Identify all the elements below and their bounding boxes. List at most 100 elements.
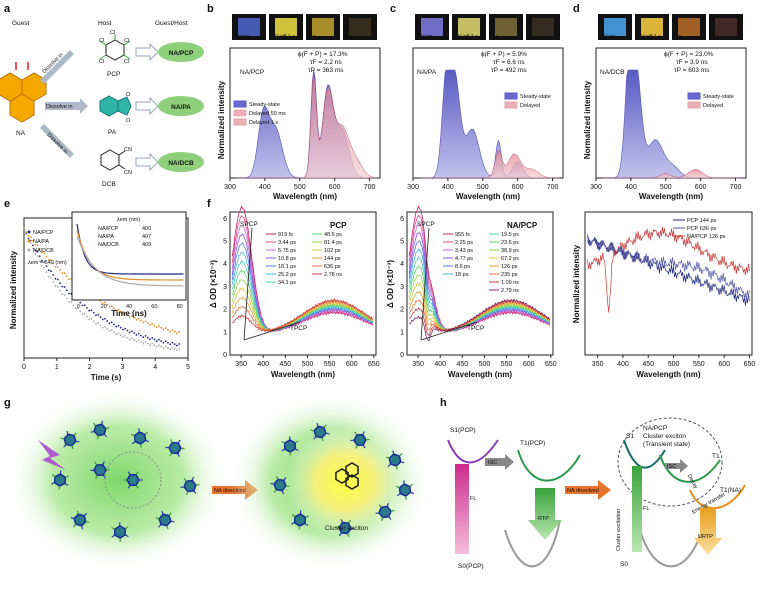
legend-marker-e2 — [27, 248, 31, 252]
t-label-panel-f-mid: TPCP — [467, 325, 484, 332]
na-pcp-molecule-icon-6-bond1 — [346, 533, 350, 537]
sample-label-d: NA/DCB — [600, 69, 625, 76]
panel-e: 0 1 2 3 4 5 Time (s) Normalized intensity NA/PCP… — [9, 211, 190, 382]
decay-point-e0-52 — [140, 334, 142, 337]
decay-point-e2-18 — [63, 294, 66, 296]
decay-point-e2-4 — [32, 247, 34, 250]
na-pcp-molecule-icon-3-bond2 — [387, 463, 392, 467]
xtick-label-b0: 300 — [224, 184, 236, 191]
ta-curve-panel-f-mid-6 — [408, 256, 551, 332]
plot-frame-panel-f-mid — [406, 211, 554, 356]
decay-point-e2-19 — [65, 297, 68, 300]
decay-point-e0-66 — [171, 341, 174, 344]
pcp-molecule-icon-8-bond0 — [124, 534, 129, 538]
pcp-molecule-icon-10-bond4 — [102, 461, 105, 465]
xtick-label-panel-f-left3: 500 — [302, 361, 314, 368]
isc-label: ISC — [488, 460, 497, 466]
legend-label-panel-f-lefta4: 18.1 ps — [278, 264, 296, 270]
decay-point-e2-58 — [153, 344, 156, 347]
pcp-molecule-icon-10 — [93, 463, 107, 477]
ytick-label-panel-f-mid1: 1 — [400, 329, 404, 336]
xtick-label-fr4: 550 — [693, 361, 705, 368]
pcp-molecule-icon-0-bond2 — [63, 444, 67, 448]
decay-point-e1-53 — [142, 321, 145, 324]
decay-point-e0-9 — [43, 261, 46, 263]
pcp-molecule-icon-9 — [158, 513, 172, 527]
phi-label-d: ϕ(F + P) = 23.0% — [664, 51, 714, 58]
legend-label-panel-f-leftb3: 144 ps — [324, 256, 341, 262]
ta-curve-panel-f-mid-5 — [408, 248, 551, 332]
plot-frame-panel-f-left — [229, 211, 377, 356]
na-pcp-molecule-icon-5-bond2 — [291, 522, 295, 525]
legend-label-panel-f-lefta3: 10.8 ps — [278, 256, 296, 262]
decay-point-e1-36 — [104, 301, 106, 304]
decay-point-e2-28 — [86, 315, 88, 318]
na-molecule-icon — [0, 62, 47, 123]
isc-right-arrow-icon — [665, 459, 688, 473]
ytick-label-panel-f-mid0: 0 — [400, 352, 404, 359]
xtick-label-e5: 5 — [186, 364, 190, 371]
norm-curve-fr0 — [587, 234, 750, 306]
decay-point-e2-63 — [164, 345, 167, 348]
decay-point-e1-46 — [126, 314, 129, 316]
ytick-label-panel-f-mid3: 3 — [400, 284, 404, 291]
inset-frame-e — [71, 211, 187, 301]
panel-letter-g: g — [4, 397, 11, 409]
photo-sample-d2 — [678, 18, 700, 36]
na-pcp-molecule-icon-1-bond5 — [323, 424, 327, 428]
decay-point-e1-13 — [52, 262, 55, 265]
legend-label-panel-f-leftb2: 102 ps — [324, 248, 341, 254]
panel-f-na-pcp: 350 400 450 500 550 600 650 0 1 2 3 4 5 6 Wavelength (… — [386, 205, 557, 379]
legend-label-panel-f-lefta1: 3.44 ps — [278, 240, 296, 246]
pcp-cl2: Cl — [124, 38, 129, 44]
legend-label-panel-f-lefta5: 25.2 ps — [278, 272, 296, 278]
inset-row-name-e0: NA/PCP — [98, 226, 119, 232]
fl-right-label: FL — [643, 506, 649, 512]
ta-curve-panel-f-left-4 — [231, 242, 374, 333]
panel-letter-f: f — [207, 198, 211, 210]
decay-point-e0-48 — [131, 330, 133, 333]
pcp-molecule-icon-10-bond1 — [95, 475, 98, 479]
dcb-molecule-icon — [100, 149, 126, 171]
legend-swatch-d1 — [687, 101, 701, 109]
decay-point-e2-42 — [117, 332, 120, 335]
na-pcp-molecule-icon-8-bond5 — [409, 483, 414, 487]
legend-label-panel-f-midb4: 126 ps — [501, 264, 518, 270]
xtick-label-b3: 600 — [329, 184, 341, 191]
inset-tick-e1: 20 — [101, 304, 107, 310]
ta-curve-panel-f-left-0 — [231, 205, 374, 333]
box-title: NA/PCP — [643, 425, 667, 432]
decay-point-e2-55 — [146, 342, 149, 345]
decay-point-e0-67 — [173, 343, 176, 346]
decay-point-e1-2 — [27, 235, 30, 237]
decay-point-e2-69 — [178, 347, 181, 350]
product-dcb-label: NA/DCB — [168, 160, 194, 167]
decay-point-e0-7 — [38, 255, 41, 258]
legend-label-panel-f-mida2: 3.43 ps — [455, 248, 473, 254]
decay-point-e1-40 — [113, 307, 115, 310]
decay-point-e0-6 — [36, 250, 39, 253]
decay-point-e2-32 — [95, 322, 97, 325]
decay-point-e1-42 — [117, 308, 120, 311]
decay-point-e0-20 — [68, 292, 70, 295]
decay-point-e0-51 — [137, 332, 140, 335]
na-pcp-molecule-icon-5-bond5 — [305, 515, 309, 518]
norm-curve-fr1 — [587, 236, 750, 300]
ylabel-b: Normalized intensity — [217, 80, 226, 159]
na-pcp-molecule-icon-4-bond4 — [283, 477, 287, 481]
pcp-molecule-icon-6-bond1 — [185, 491, 189, 496]
na-pcp-molecule-icon-7-bond0 — [388, 516, 392, 520]
decay-point-e2-12 — [50, 276, 52, 279]
decay-point-e0-63 — [164, 340, 167, 343]
decay-point-e0-4 — [32, 244, 34, 247]
xtick-label-panel-f-mid0: 350 — [412, 361, 424, 368]
decay-point-e0-13 — [52, 274, 55, 276]
decay-point-e1-8 — [41, 251, 43, 254]
na-pcp-molecule-icon-7-bond1 — [380, 517, 384, 522]
decay-point-e0-56 — [149, 338, 151, 341]
decay-point-e0-59 — [155, 340, 158, 342]
photo-label-b1: UV off 1 s — [271, 34, 295, 40]
xtick-label-e0: 0 — [22, 364, 26, 371]
na-pcp-molecule-icon-4 — [273, 478, 287, 492]
legend-label-b1: Delayed 50 ms — [249, 111, 286, 117]
